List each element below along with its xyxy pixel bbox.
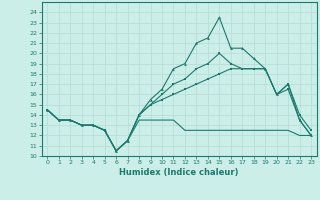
X-axis label: Humidex (Indice chaleur): Humidex (Indice chaleur) bbox=[119, 168, 239, 177]
